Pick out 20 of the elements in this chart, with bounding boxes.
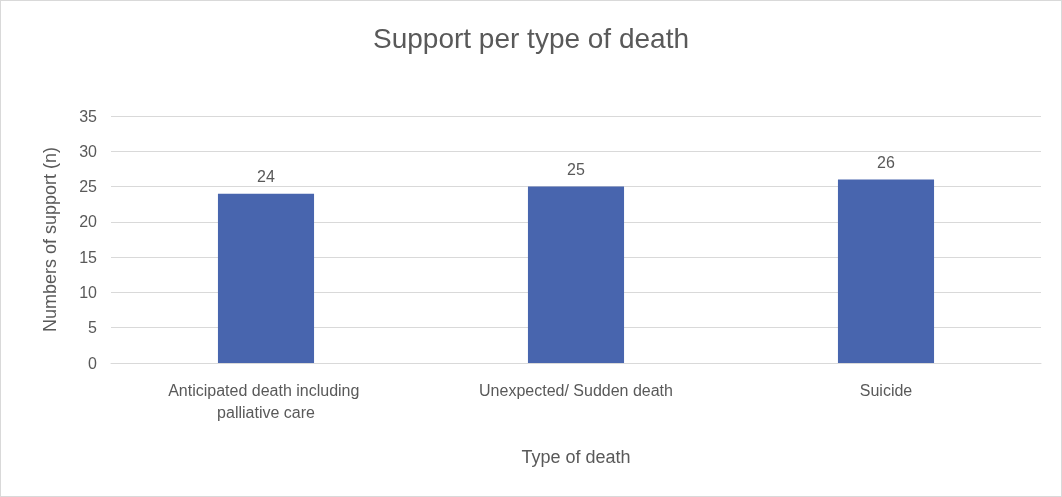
y-tick-label: 5 (88, 319, 98, 337)
x-tick-label: Anticipated death including palliative care (168, 381, 364, 421)
x-tick-label: Suicide (859, 381, 913, 399)
y-tick-label: 20 (79, 213, 98, 231)
y-tick-label: 10 (79, 283, 98, 301)
x-tick-label: Unexpected/ Sudden death (479, 381, 673, 399)
chart-title: Support per type of death (373, 22, 689, 54)
bar (527, 186, 625, 363)
y-tick-label: 25 (79, 178, 98, 196)
data-label: 24 (257, 168, 275, 186)
y-tick-label: 35 (79, 107, 98, 125)
data-label: 26 (877, 154, 895, 172)
bar (837, 179, 935, 363)
bar (217, 193, 315, 363)
y-tick-label: 0 (88, 354, 98, 372)
y-tick-label: 30 (79, 142, 98, 160)
x-axis-title: Type of death (521, 447, 631, 467)
y-axis-title: Numbers of support (n) (40, 146, 60, 333)
y-tick-label: 15 (79, 248, 98, 266)
data-label: 25 (567, 161, 585, 179)
